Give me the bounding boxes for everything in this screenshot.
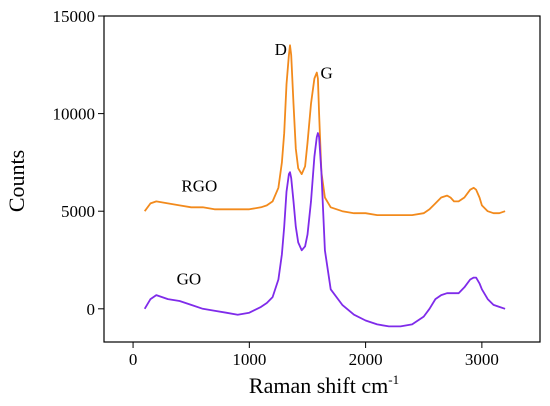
x-axis-title-main: Raman shift cm <box>249 373 388 398</box>
annotation-g: G <box>321 63 333 82</box>
y-tick-label: 0 <box>87 300 96 319</box>
y-tick-label: 10000 <box>53 105 96 124</box>
plot-border <box>103 15 541 343</box>
annotation-layer: RGO GO D G <box>177 40 333 288</box>
y-tick-label: 15000 <box>53 7 96 26</box>
y-axis-title: Counts <box>4 150 29 212</box>
x-tick-label: 2000 <box>349 350 383 369</box>
y-tick-label: 5000 <box>61 202 95 221</box>
x-tick-label: 1000 <box>232 350 266 369</box>
series-layer <box>143 44 506 328</box>
series-line-rgo <box>143 44 506 217</box>
plot-frame <box>103 15 541 343</box>
annotation-go: GO <box>177 269 202 288</box>
x-tick-label: 0 <box>129 350 138 369</box>
ticks-layer: 0 1000 2000 3000 0 5000 10000 15000 <box>53 7 499 369</box>
x-tick-label: 3000 <box>465 350 499 369</box>
series-line-go <box>143 132 506 328</box>
annotation-rgo: RGO <box>181 177 217 196</box>
annotation-d: D <box>275 40 287 59</box>
x-axis-title: Raman shift cm-1 <box>249 372 399 398</box>
x-axis-title-superscript: -1 <box>388 372 399 387</box>
